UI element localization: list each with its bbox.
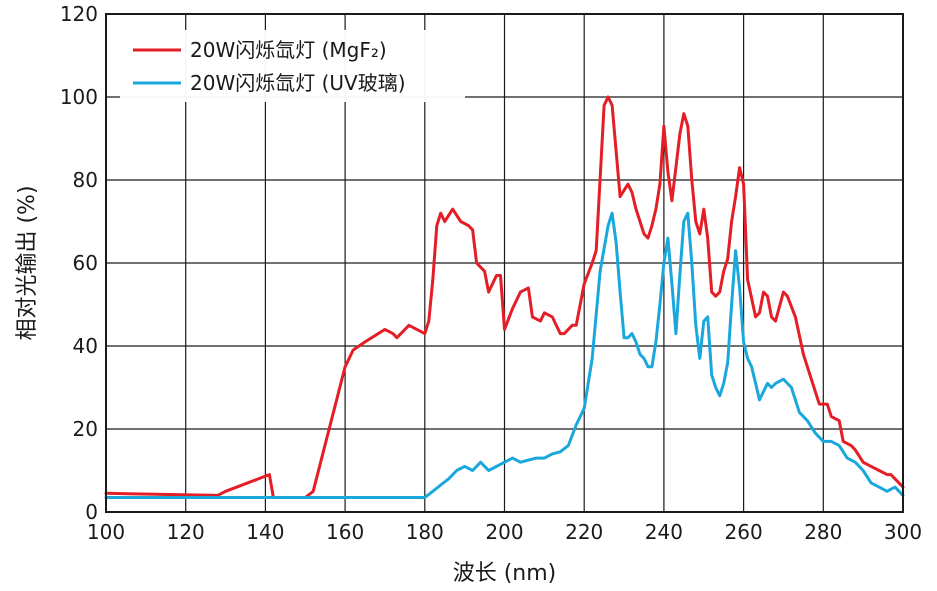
series-line-uv-glass (104, 211, 905, 499)
x-tick-label: 220 (565, 520, 603, 544)
x-tick-label: 140 (246, 520, 284, 544)
x-tick-label: 180 (406, 520, 444, 544)
x-tick-label: 300 (884, 520, 922, 544)
y-axis-label: 相对光输出 (%) (15, 185, 40, 340)
y-tick-label: 60 (73, 251, 98, 275)
legend-box (120, 30, 465, 102)
x-tick-label: 260 (725, 520, 763, 544)
x-tick-label: 280 (804, 520, 842, 544)
y-tick-label: 0 (85, 500, 98, 524)
legend: 20W闪烁氙灯 (MgF₂) 20W闪烁氙灯 (UV玻璃) (120, 30, 465, 102)
y-tick-labels: 0 20 40 60 80 100 120 (60, 2, 98, 524)
plot-frame (105, 13, 904, 513)
x-tick-label: 120 (167, 520, 205, 544)
x-tick-label: 100 (87, 520, 125, 544)
y-tick-label: 100 (60, 85, 98, 109)
x-tick-label: 240 (645, 520, 683, 544)
y-tick-label: 40 (73, 334, 98, 358)
series-lines (104, 95, 905, 499)
y-tick-label: 20 (73, 417, 98, 441)
x-tick-label: 200 (485, 520, 523, 544)
x-axis-label: 波长 (nm) (453, 561, 557, 586)
legend-label-uv-glass: 20W闪烁氙灯 (UV玻璃) (190, 71, 406, 95)
x-tick-label: 160 (326, 520, 364, 544)
grid (106, 14, 903, 512)
y-tick-label: 80 (73, 168, 98, 192)
legend-label-mgf2: 20W闪烁氙灯 (MgF₂) (190, 38, 387, 62)
series-line-mgf2 (104, 95, 905, 499)
y-tick-label: 120 (60, 2, 98, 26)
x-tick-labels: 100 120 140 160 180 200 220 240 260 280 300 (87, 520, 922, 544)
